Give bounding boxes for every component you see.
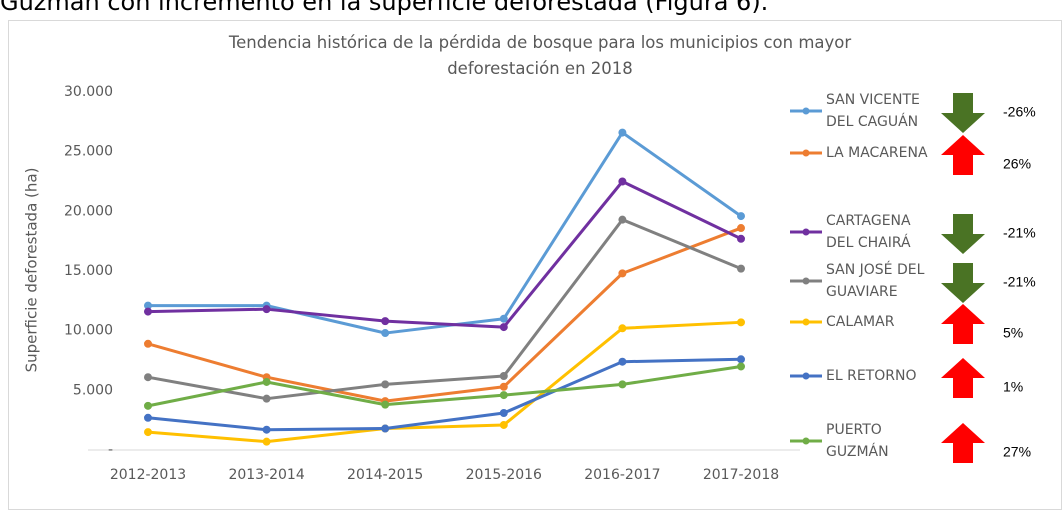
chart-title: Tendencia histórica de la pérdida de bos… — [228, 33, 852, 78]
point — [144, 413, 152, 422]
legend-label: PUERTO GUZMÁN — [826, 422, 889, 460]
point — [262, 425, 271, 434]
change-arrow — [941, 93, 985, 133]
y-tick-label: 15.000 — [64, 263, 113, 279]
legend-marker — [802, 228, 810, 236]
point — [499, 420, 508, 429]
point — [381, 400, 390, 409]
point — [737, 264, 745, 273]
point — [618, 128, 627, 137]
legend-label: CALAMAR — [826, 314, 895, 330]
change-arrow — [941, 135, 985, 175]
point — [499, 323, 508, 332]
point — [618, 215, 627, 224]
point — [737, 318, 745, 327]
point — [144, 428, 152, 437]
series-line — [147, 218, 742, 401]
x-tick-label: 2014-2015 — [347, 467, 423, 483]
change-arrow — [941, 423, 985, 463]
x-tick-label: 2016-2017 — [584, 467, 660, 483]
point — [618, 269, 627, 278]
series-line — [147, 357, 742, 432]
point — [737, 362, 745, 371]
change-arrow — [941, 358, 985, 398]
series-line — [147, 320, 742, 444]
y-tick-label: 10.000 — [64, 323, 113, 339]
change-label: 1% — [1003, 379, 1023, 395]
point — [737, 355, 745, 364]
change-label: 27% — [1003, 444, 1031, 460]
point — [499, 382, 508, 391]
point — [499, 372, 508, 381]
change-label: -21% — [1003, 274, 1036, 290]
point — [618, 324, 627, 333]
point — [737, 234, 745, 243]
point — [618, 380, 627, 389]
series-line — [147, 180, 742, 329]
change-arrow — [941, 304, 985, 344]
y-tick-label: 5.000 — [73, 382, 113, 398]
point — [144, 339, 152, 348]
point — [262, 394, 271, 403]
change-label: 5% — [1003, 325, 1023, 341]
change-arrow — [941, 263, 985, 303]
legend-marker — [802, 149, 810, 157]
point — [618, 177, 627, 186]
point — [381, 317, 390, 326]
change-arrow — [941, 214, 985, 254]
y-axis-label: Superficie deforestada (ha) — [23, 168, 41, 373]
legend-label: SAN VICENTE DEL CAGUÁN — [826, 92, 920, 130]
y-tick-label: - — [108, 442, 113, 458]
x-tick-label: 2015-2016 — [466, 467, 542, 483]
point — [737, 212, 745, 221]
point — [499, 314, 508, 323]
legend-marker — [802, 107, 810, 115]
intro-text: Guzmán con incremento en la superficie d… — [0, 0, 769, 16]
legend-marker — [802, 277, 810, 285]
legend-label: CARTAGENA DEL CHAIRÁ — [826, 213, 911, 251]
legend-label: LA MACARENA — [826, 145, 928, 161]
x-tick-label: 2017-2018 — [703, 467, 779, 483]
point — [381, 329, 390, 338]
point — [618, 357, 627, 366]
series-line — [147, 364, 742, 408]
series-line — [147, 226, 742, 403]
x-tick-label: 2013-2014 — [228, 467, 304, 483]
point — [262, 377, 271, 386]
point — [262, 437, 271, 446]
legend-marker — [802, 318, 810, 326]
series-line — [148, 131, 742, 335]
point — [144, 373, 152, 382]
y-tick-label: 25.000 — [64, 144, 113, 160]
legend-marker — [802, 437, 810, 445]
point — [144, 307, 152, 316]
point — [262, 305, 271, 314]
change-label: 26% — [1003, 156, 1031, 172]
legend-label: EL RETORNO — [826, 368, 917, 384]
change-label: -21% — [1003, 225, 1036, 241]
legend-label: SAN JOSÉ DEL GUAVIARE — [826, 262, 925, 300]
x-tick-label: 2012-2013 — [110, 467, 186, 483]
point — [737, 224, 745, 233]
y-tick-label: 20.000 — [64, 203, 113, 219]
legend-marker — [802, 372, 810, 380]
y-tick-label: 30.000 — [64, 84, 113, 100]
point — [381, 380, 390, 389]
point — [499, 391, 508, 400]
point — [381, 424, 390, 433]
change-label: -26% — [1003, 104, 1036, 120]
point — [499, 409, 508, 418]
point — [144, 401, 152, 410]
